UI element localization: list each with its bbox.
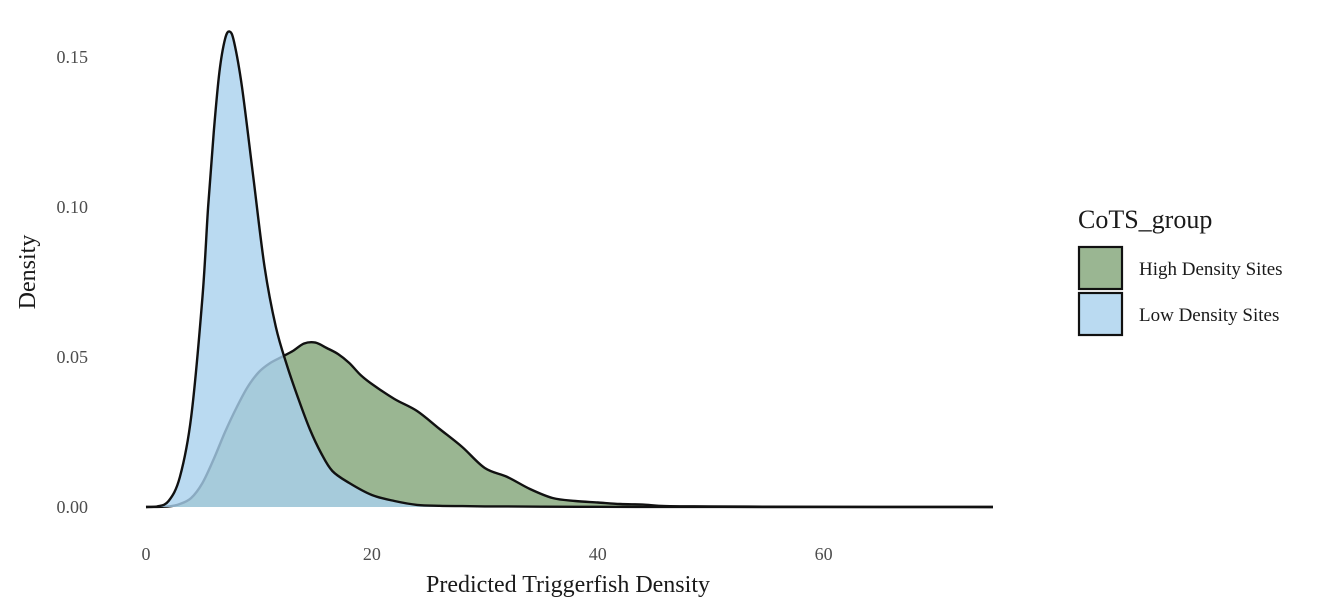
- legend-swatch: [1077, 245, 1124, 291]
- y-tick-label: 0.15: [57, 47, 89, 67]
- legend-label: Low Density Sites: [1139, 305, 1279, 326]
- y-axis-title: Density: [15, 235, 41, 310]
- x-tick-label: 20: [363, 544, 381, 564]
- y-axis-tick-labels: 0.00 0.05 0.10 0.15: [57, 47, 89, 517]
- legend: CoTS_group High Density Sites Low Density…: [1077, 205, 1283, 337]
- legend-title: CoTS_group: [1078, 205, 1212, 234]
- legend-item: High Density Sites: [1077, 245, 1283, 291]
- legend-swatch: [1077, 291, 1124, 337]
- x-tick-label: 60: [815, 544, 833, 564]
- x-axis-title: Predicted Triggerfish Density: [426, 572, 710, 598]
- density-line-low: [145, 30, 994, 509]
- y-tick-label: 0.10: [57, 197, 89, 217]
- density-area-high: [146, 342, 993, 507]
- x-tick-label: 0: [142, 544, 151, 564]
- x-axis-tick-labels: 0 20 40 60: [142, 544, 833, 564]
- x-tick-label: 40: [589, 544, 607, 564]
- density-curves: [145, 30, 994, 509]
- legend-item: Low Density Sites: [1077, 291, 1279, 337]
- y-tick-label: 0.00: [57, 497, 89, 517]
- density-area-low: [146, 31, 993, 507]
- legend-label: High Density Sites: [1139, 259, 1283, 280]
- y-tick-label: 0.05: [57, 347, 89, 367]
- legend-items: High Density Sites Low Density Sites: [1077, 245, 1283, 337]
